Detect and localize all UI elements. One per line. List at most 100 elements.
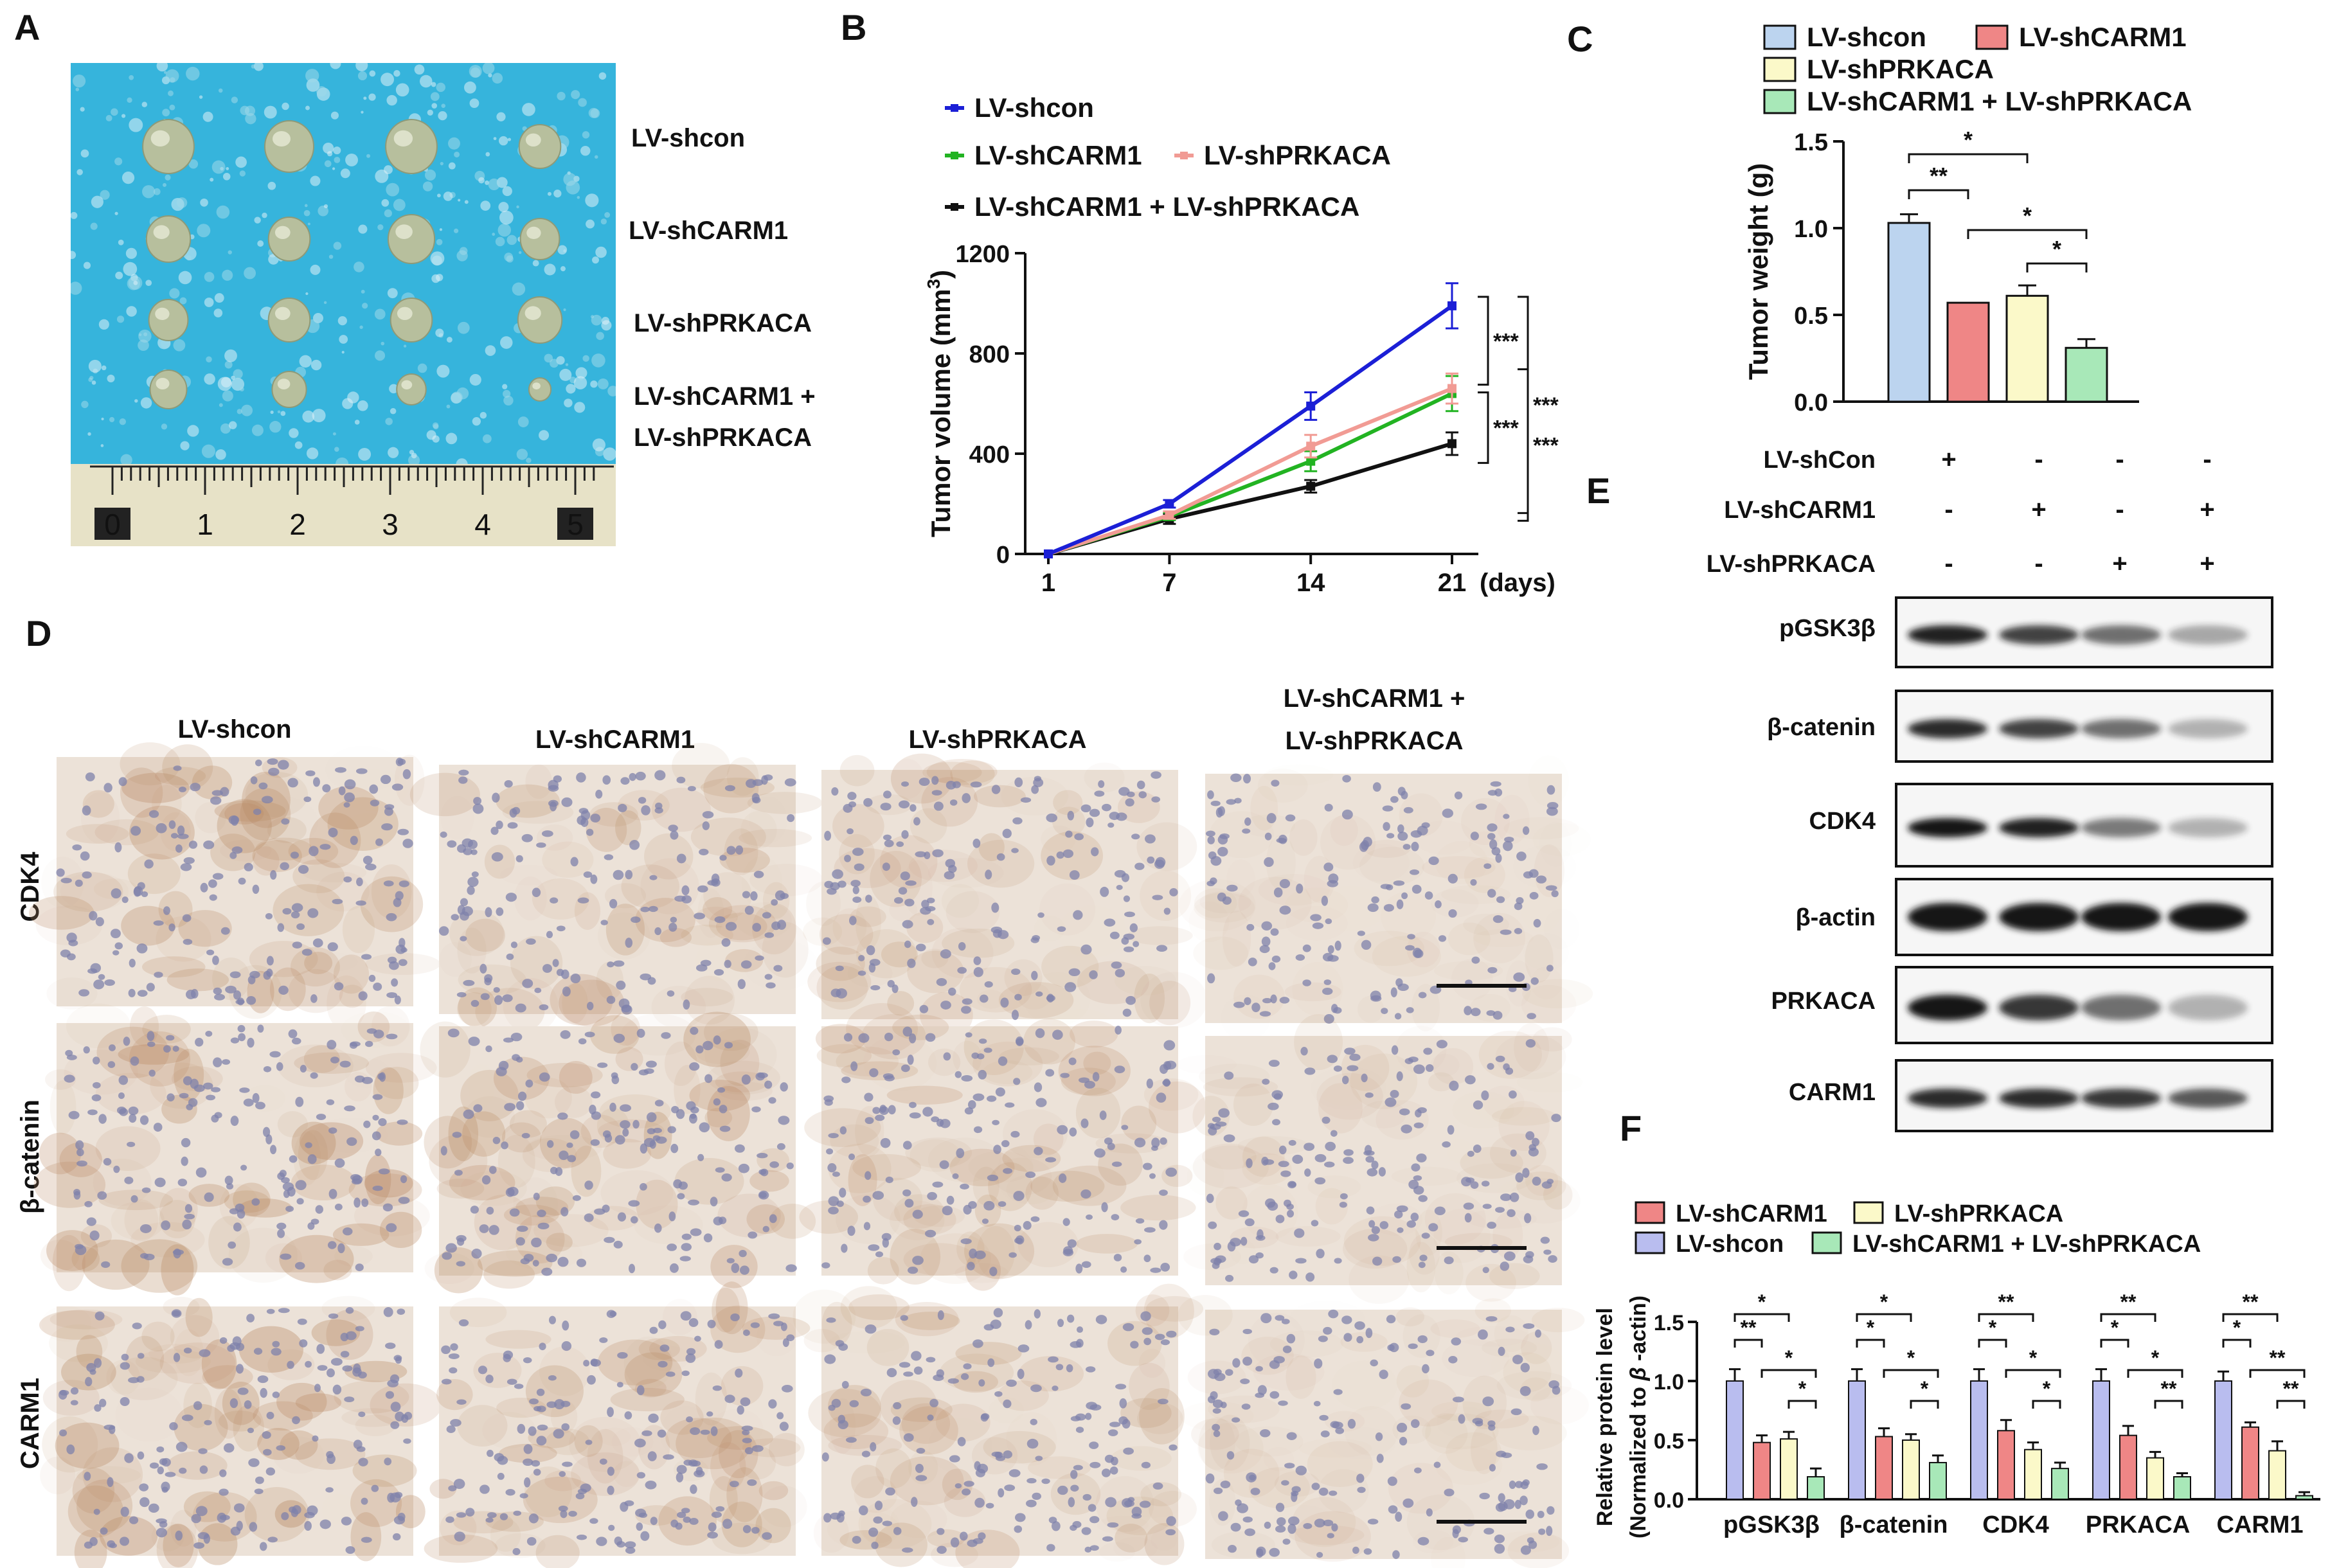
ihc-nucleus — [690, 1484, 697, 1494]
ihc-nucleus — [462, 838, 473, 848]
ihc-nucleus — [1388, 1505, 1398, 1514]
blot-band — [2168, 1089, 2248, 1108]
ihc-nucleus — [1041, 1478, 1050, 1484]
ihc-nucleus — [246, 995, 256, 1005]
sign: + — [2200, 495, 2214, 524]
ihc-nucleus — [1321, 895, 1329, 906]
ihc-stain-patch — [720, 1039, 760, 1087]
ihc-nucleus — [558, 1505, 568, 1512]
ihc-nucleus — [123, 1037, 130, 1046]
ihc-nucleus — [281, 1177, 290, 1184]
ihc-stain-patch — [1409, 1234, 1440, 1275]
texture-speck — [355, 63, 368, 71]
texture-speck — [445, 432, 458, 445]
ihc-nucleus — [84, 1200, 93, 1207]
ihc-nucleus — [384, 804, 395, 810]
ihc-nucleus — [1048, 1356, 1059, 1363]
texture-speck — [500, 336, 513, 349]
ihc-nucleus — [1283, 1199, 1292, 1207]
ihc-nucleus — [1098, 780, 1105, 788]
ihc-nucleus — [1365, 1155, 1375, 1163]
ihc-stain-patch — [129, 1031, 191, 1087]
ihc-nucleus — [681, 895, 692, 904]
ihc-nucleus — [147, 1041, 156, 1047]
texture-speck — [354, 262, 364, 272]
ihc-nucleus — [994, 1391, 1003, 1397]
texture-speck — [269, 420, 282, 433]
ihc-nucleus — [350, 835, 358, 845]
ihc-nucleus — [1390, 1089, 1399, 1098]
ihc-nucleus — [562, 1320, 569, 1331]
ihc-nucleus — [931, 1116, 940, 1123]
ihc-nucleus — [382, 1203, 393, 1212]
texture-speck — [251, 64, 256, 69]
ihc-nucleus — [1134, 1239, 1142, 1245]
ihc-nucleus — [1483, 863, 1492, 869]
ihc-nucleus — [1465, 1177, 1475, 1183]
ihc-nucleus — [59, 1429, 67, 1437]
ihc-nucleus — [364, 863, 377, 871]
ihc-nucleus — [972, 1339, 983, 1348]
texture-speck — [409, 450, 415, 455]
ihc-nucleus — [1525, 1131, 1535, 1141]
ihc-nucleus — [177, 825, 185, 836]
ihc-stain-patch — [159, 1342, 236, 1384]
texture-speck — [134, 399, 138, 403]
texture-speck — [426, 430, 436, 440]
ihc-nucleus — [1426, 1350, 1435, 1357]
texture-speck — [488, 178, 500, 191]
ihc-nucleus — [616, 1382, 623, 1388]
ihc-nucleus — [1056, 851, 1064, 859]
ihc-nucleus — [112, 950, 120, 956]
ihc-nucleus — [1449, 1080, 1459, 1091]
ihc-nucleus — [885, 1176, 893, 1184]
tumor-specimen — [145, 215, 192, 263]
ihc-nucleus — [1070, 1341, 1082, 1348]
ihc-nucleus — [957, 1437, 966, 1447]
tumor-highlight — [273, 131, 291, 147]
ihc-nucleus — [1273, 887, 1283, 898]
texture-speck — [119, 418, 127, 425]
ihc-image — [1192, 1014, 1573, 1305]
ihc-nucleus — [761, 775, 768, 785]
ihc-nucleus — [587, 1375, 596, 1385]
ihc-nucleus — [226, 1183, 234, 1189]
ihc-nucleus — [179, 1092, 189, 1099]
ihc-nucleus — [1052, 1029, 1063, 1040]
ihc-nucleus — [1080, 1118, 1089, 1128]
ihc-nucleus — [1212, 1116, 1221, 1123]
ihc-nucleus — [747, 1479, 757, 1486]
texture-speck — [101, 417, 104, 421]
texture-speck — [539, 430, 550, 441]
ihc-nucleus — [447, 840, 457, 848]
ihc-nucleus — [983, 1047, 992, 1053]
texture-speck — [591, 353, 605, 368]
ihc-nucleus — [1220, 1480, 1231, 1488]
x-unit-label: (days) — [1480, 569, 1555, 597]
ihc-nucleus — [607, 1407, 614, 1418]
ihc-nucleus — [1470, 878, 1477, 886]
ihc-nucleus — [1259, 1429, 1271, 1438]
ihc-nucleus — [869, 1068, 879, 1078]
ihc-nucleus — [525, 1079, 533, 1088]
ihc-nucleus — [956, 1148, 965, 1159]
ihc-nucleus — [156, 1518, 167, 1524]
ihc-nucleus — [1163, 1040, 1176, 1051]
ihc-nucleus — [838, 1510, 845, 1517]
ihc-nucleus — [259, 1542, 267, 1551]
ihc-nucleus — [515, 1237, 525, 1246]
ihc-stain-patch — [178, 910, 232, 947]
ihc-nucleus — [1143, 1337, 1152, 1346]
texture-speck — [403, 344, 407, 348]
ihc-nucleus — [92, 1056, 100, 1065]
ihc-stain-patch — [848, 1294, 910, 1321]
ihc-stain-patch — [1372, 936, 1441, 977]
ihc-nucleus — [1107, 1143, 1115, 1150]
texture-speck — [115, 271, 123, 280]
ihc-nucleus — [536, 1405, 546, 1412]
ihc-nucleus — [1397, 983, 1409, 992]
ihc-nucleus — [1260, 1313, 1272, 1324]
ihc-nucleus — [1330, 1421, 1340, 1429]
ihc-nucleus — [1343, 1333, 1352, 1342]
ihc-nucleus — [1379, 1369, 1388, 1380]
